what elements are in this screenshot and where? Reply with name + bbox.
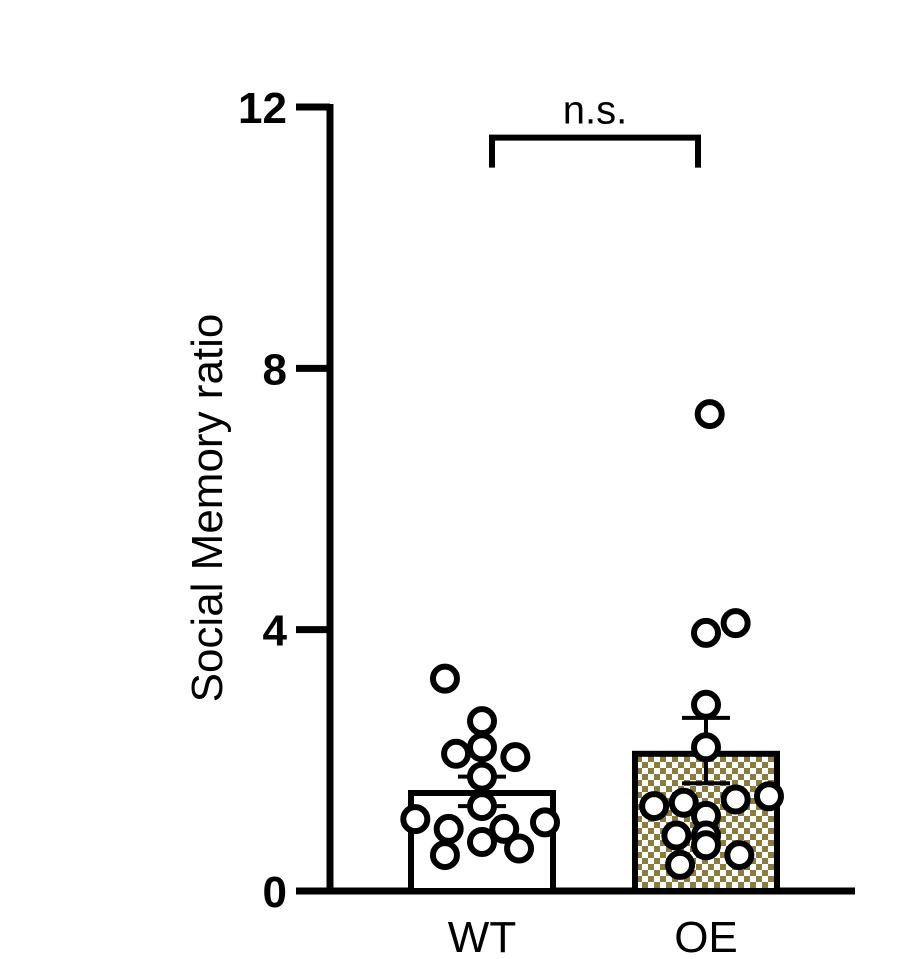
data-point bbox=[467, 732, 497, 763]
y-tick-label: 4 bbox=[263, 607, 288, 656]
data-point bbox=[661, 820, 692, 851]
data-point bbox=[720, 784, 751, 815]
data-point bbox=[691, 830, 721, 861]
bar-oe bbox=[632, 750, 780, 894]
data-point bbox=[504, 833, 535, 864]
data-point bbox=[467, 706, 497, 737]
data-point bbox=[500, 742, 531, 773]
data-point bbox=[691, 732, 721, 763]
data-points bbox=[400, 399, 784, 880]
data-point bbox=[691, 617, 721, 648]
data-point bbox=[691, 689, 721, 720]
data-point bbox=[529, 807, 560, 838]
y-axis-title: Social Memory ratio bbox=[183, 314, 232, 703]
data-point bbox=[429, 663, 460, 694]
data-point bbox=[467, 791, 497, 822]
data-point bbox=[489, 813, 520, 844]
data-point bbox=[441, 738, 472, 769]
bars bbox=[408, 750, 780, 894]
y-tick-label: 0 bbox=[263, 868, 287, 917]
data-point bbox=[694, 399, 725, 430]
data-point bbox=[753, 781, 784, 812]
x-category-label: WT bbox=[448, 913, 516, 959]
data-point bbox=[429, 840, 460, 871]
data-point bbox=[668, 787, 699, 818]
significance-annotation: n.s. bbox=[489, 89, 701, 168]
data-point bbox=[724, 840, 755, 871]
x-category-label: OE bbox=[674, 913, 738, 959]
data-point bbox=[467, 827, 497, 857]
data-point bbox=[433, 813, 464, 844]
data-point bbox=[467, 761, 497, 792]
y-tick-label: 12 bbox=[238, 84, 287, 133]
data-point bbox=[720, 608, 751, 639]
labels: 0 4 8 12 Social Memory ratio WT OE bbox=[183, 84, 738, 959]
significance-label: n.s. bbox=[563, 89, 627, 133]
data-point bbox=[665, 849, 696, 880]
y-tick-label: 8 bbox=[263, 345, 287, 394]
significance-bracket bbox=[489, 134, 701, 168]
data-point bbox=[639, 791, 670, 822]
data-point bbox=[400, 804, 431, 835]
